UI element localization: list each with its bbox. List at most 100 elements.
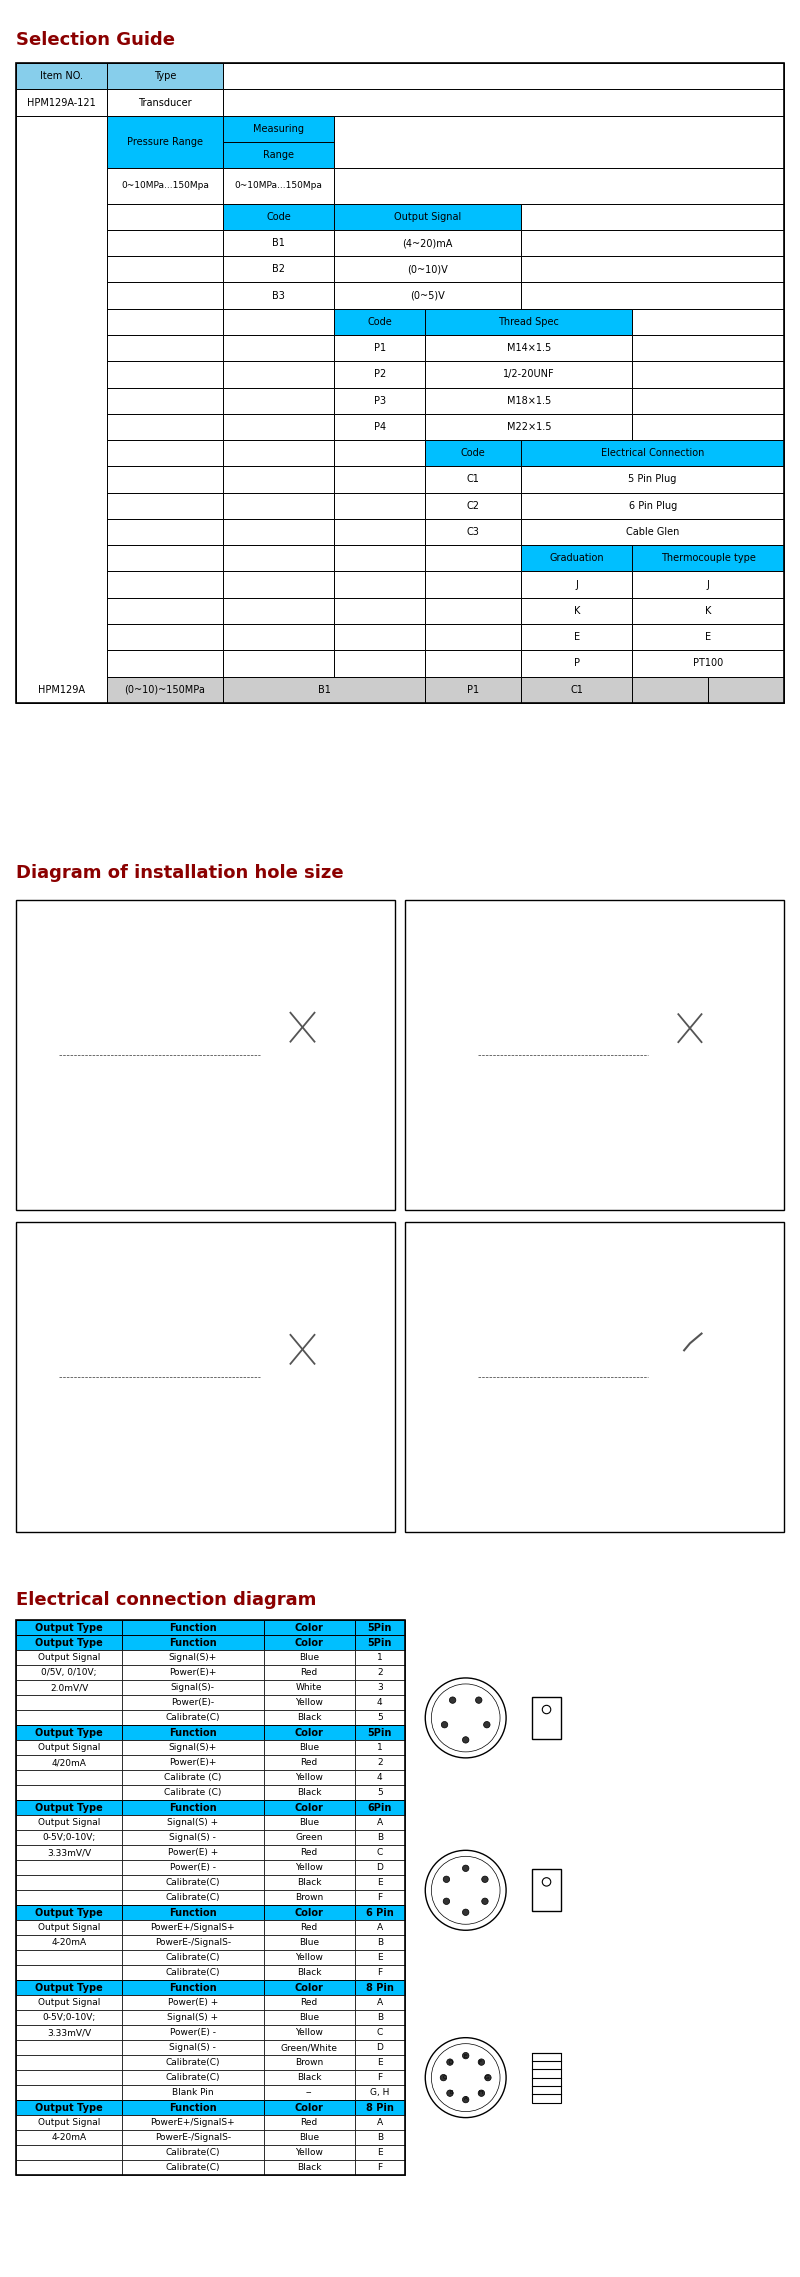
Bar [223, 467, 334, 492]
Bar [107, 624, 223, 651]
Bar [354, 1635, 405, 1651]
Text: Function: Function [169, 1624, 217, 1633]
Bar [223, 597, 334, 624]
Bar [354, 2115, 405, 2129]
Bar [263, 2056, 354, 2070]
Text: D: D [376, 1863, 383, 1872]
Bar [426, 519, 522, 544]
Bar [122, 1949, 263, 1965]
Text: Pressure Range: Pressure Range [127, 137, 203, 148]
Bar [598, 1364, 682, 1389]
Text: Blue: Blue [299, 1819, 319, 1828]
Bar [16, 1710, 122, 1726]
Text: Blank Pin: Blank Pin [172, 2088, 214, 2097]
Bar [122, 1635, 263, 1651]
Text: F: F [378, 1892, 382, 1901]
Bar [263, 1876, 354, 1890]
Text: 0~10MPa...150Mpa: 0~10MPa...150Mpa [234, 182, 322, 191]
Bar [122, 1621, 263, 1635]
Text: Output Signal: Output Signal [38, 2118, 100, 2127]
Bar [334, 203, 522, 230]
Bar [354, 1726, 405, 1740]
Bar [122, 1876, 263, 1890]
Bar [633, 597, 784, 624]
Text: F: F [378, 2072, 382, 2081]
Text: Red: Red [301, 1849, 318, 1858]
Bar [223, 651, 334, 676]
Bar [16, 1680, 122, 1696]
Bar [122, 2070, 263, 2086]
Text: Power(E)+: Power(E)+ [169, 1669, 217, 1678]
Bar [334, 335, 426, 362]
Bar [522, 597, 633, 624]
Bar [354, 2056, 405, 2070]
Bar [334, 519, 426, 544]
Bar [16, 1801, 122, 1815]
Text: C1: C1 [570, 685, 583, 694]
Bar [152, 1362, 208, 1391]
Text: E: E [377, 2147, 382, 2156]
Circle shape [462, 1908, 469, 1915]
Bar [16, 1635, 122, 1651]
Text: Black: Black [297, 1879, 322, 1888]
Text: Selection Guide: Selection Guide [16, 32, 175, 48]
Text: E: E [377, 1954, 382, 1963]
Text: B: B [377, 2013, 383, 2022]
Text: C3: C3 [467, 526, 480, 537]
Text: C: C [377, 1849, 383, 1858]
Circle shape [443, 1876, 450, 1883]
Bar [493, 1047, 545, 1063]
Circle shape [462, 1737, 469, 1744]
Text: Color: Color [294, 1803, 323, 1812]
Bar [532, 1696, 561, 1740]
Bar [354, 1710, 405, 1726]
Bar [122, 1664, 263, 1680]
Text: Black: Black [297, 2072, 322, 2081]
Bar [354, 1949, 405, 1965]
Bar [633, 414, 784, 439]
Circle shape [542, 1705, 550, 1715]
Text: B: B [377, 1938, 383, 1947]
Text: Output Signal: Output Signal [38, 1744, 100, 1753]
Text: Function: Function [169, 1728, 217, 1737]
Bar [263, 1680, 354, 1696]
Bar [16, 2056, 122, 2070]
Text: (0~5)V: (0~5)V [410, 291, 445, 301]
Text: Signal(S) +: Signal(S) + [167, 2013, 218, 2022]
Bar [223, 492, 334, 519]
Bar [334, 651, 426, 676]
Text: Calibrate (C): Calibrate (C) [164, 1787, 222, 1797]
Bar [354, 1965, 405, 1981]
Text: Black: Black [297, 1967, 322, 1976]
Bar [263, 1920, 354, 1935]
Polygon shape [625, 1337, 691, 1416]
Text: Yellow: Yellow [295, 1774, 323, 1783]
Text: 2.0mV/V: 2.0mV/V [50, 1683, 88, 1692]
Bar [354, 2070, 405, 2086]
Text: A: A [464, 2095, 467, 2102]
Text: Type: Type [154, 71, 176, 82]
Bar [334, 282, 522, 310]
Bar [354, 1920, 405, 1935]
Text: H: H [478, 2090, 482, 2095]
Bar [16, 2070, 122, 2086]
Circle shape [431, 1685, 500, 1751]
Bar [16, 1995, 122, 2011]
Text: 2: 2 [377, 1669, 382, 1678]
Text: P1: P1 [467, 685, 479, 694]
Bar [334, 257, 522, 282]
Bar [598, 1043, 682, 1068]
Bar [107, 362, 223, 387]
Bar [598, 1029, 624, 1079]
Bar [354, 2040, 405, 2056]
Text: Output Type: Output Type [35, 1637, 103, 1649]
Text: Electrical Connection: Electrical Connection [601, 449, 704, 458]
Bar [122, 2115, 263, 2129]
Bar [354, 2161, 405, 2175]
Bar [493, 1368, 545, 1384]
Bar [107, 414, 223, 439]
Polygon shape [235, 1013, 304, 1095]
Circle shape [485, 2074, 491, 2081]
Text: 3.33mV/V: 3.33mV/V [47, 2029, 91, 2038]
Bar [633, 387, 784, 414]
